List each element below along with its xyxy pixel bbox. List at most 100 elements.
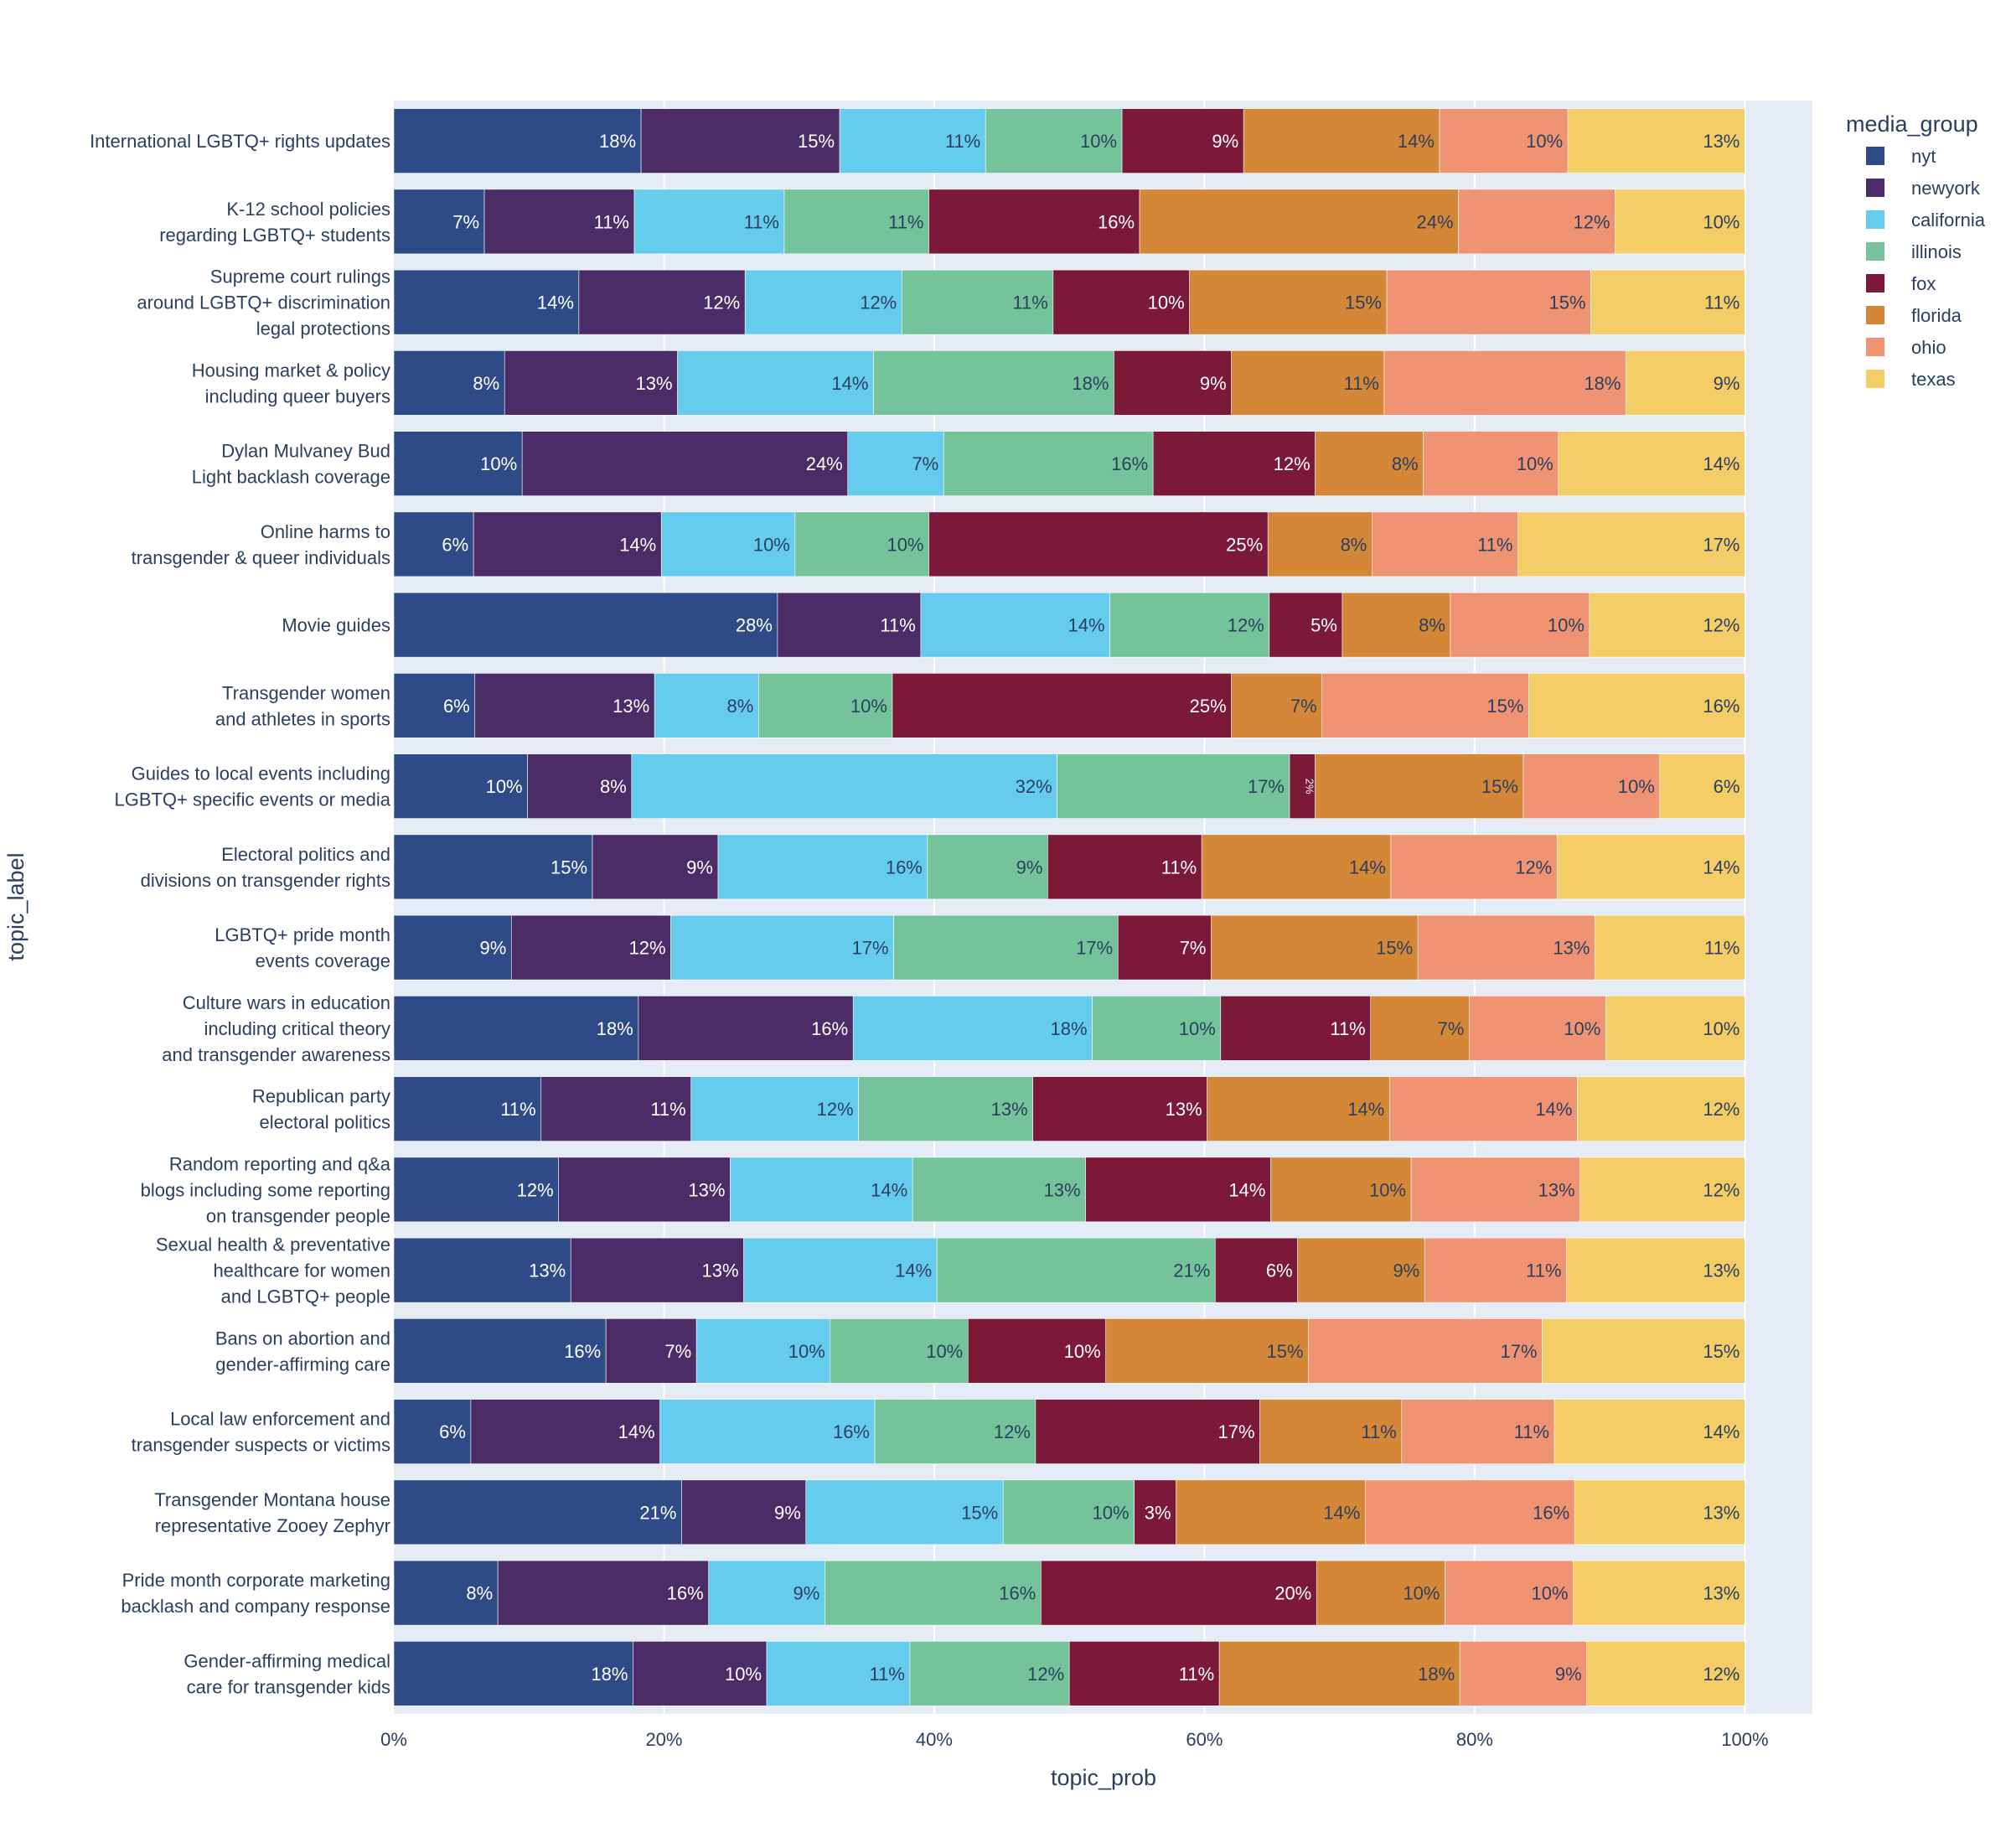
x-tick-label: 100% xyxy=(1721,1729,1768,1750)
data-label-ohio: 13% xyxy=(1538,1179,1575,1200)
data-label-fox: 10% xyxy=(1148,292,1185,313)
bar-segment-california xyxy=(744,269,902,335)
data-label-fox: 11% xyxy=(1161,857,1197,877)
bar-segment-ohio xyxy=(1450,592,1590,658)
bar-segment-ohio xyxy=(1458,189,1616,255)
data-label-ohio: 11% xyxy=(1514,1421,1549,1442)
data-label-florida: 11% xyxy=(1343,373,1378,394)
bar-segment-texas xyxy=(1579,1157,1745,1223)
bar-segment-newyork xyxy=(605,1318,697,1384)
data-label-fox: 20% xyxy=(1274,1583,1311,1604)
data-label-texas: 11% xyxy=(1704,292,1740,313)
bar-segment-california xyxy=(690,1076,859,1141)
data-label-newyork: 11% xyxy=(650,1099,685,1120)
bar-segment-newyork xyxy=(510,914,671,981)
bar-segment-illinois xyxy=(874,1399,1037,1464)
bar-segment-newyork xyxy=(638,996,854,1061)
bar-segment-texas xyxy=(1574,1479,1745,1545)
bar-segment-newyork xyxy=(521,431,849,496)
data-label-fox: 3% xyxy=(1145,1502,1171,1523)
data-label-california: 17% xyxy=(852,938,889,959)
data-label-newyork: 12% xyxy=(703,292,740,313)
data-label-texas: 10% xyxy=(1703,211,1740,232)
y-tick-label: Online harms to transgender & queer indiv… xyxy=(132,521,390,568)
data-label-illinois: 17% xyxy=(1248,776,1285,797)
data-label-illinois: 11% xyxy=(888,211,923,232)
data-label-ohio: 16% xyxy=(1533,1502,1569,1523)
bar-segment-texas xyxy=(1573,1560,1745,1626)
data-label-florida: 7% xyxy=(1290,696,1317,717)
data-label-texas: 11% xyxy=(1704,938,1740,959)
y-tick-label: Random reporting and q&a blogs including … xyxy=(141,1153,391,1226)
data-label-newyork: 10% xyxy=(725,1664,762,1685)
data-label-nyt: 6% xyxy=(442,534,468,555)
bar-segment-illinois xyxy=(909,1641,1070,1706)
bars xyxy=(393,108,1745,1706)
data-label-fox: 2% xyxy=(1303,779,1316,795)
bar-segment-california xyxy=(670,914,894,981)
bar-segment-newyork xyxy=(473,511,662,577)
data-label-california: 15% xyxy=(961,1502,998,1523)
data-label-california: 8% xyxy=(727,696,754,717)
data-label-illinois: 9% xyxy=(1016,857,1043,877)
data-label-illinois: 12% xyxy=(1228,615,1264,636)
y-tick-label: Supreme court rulings around LGBTQ+ discr… xyxy=(137,267,390,339)
data-label-fox: 9% xyxy=(1212,131,1238,152)
bar-segment-fox xyxy=(1047,834,1202,900)
data-label-ohio: 10% xyxy=(1526,131,1563,152)
bar-segment-ohio xyxy=(1469,996,1606,1061)
legend-label-nyt: nyt xyxy=(1911,146,1936,167)
bar-segment-illinois xyxy=(1002,1479,1135,1545)
y-tick-label: LGBTQ+ pride month events coverage xyxy=(215,924,390,971)
data-label-florida: 15% xyxy=(1267,1341,1304,1362)
data-label-newyork: 13% xyxy=(613,696,649,717)
legend-swatch-ohio xyxy=(1866,338,1884,356)
bar-segment-fox xyxy=(1289,753,1316,819)
data-label-texas: 13% xyxy=(1703,1583,1740,1604)
legend-label-california: california xyxy=(1911,210,1986,230)
y-tick-label: Movie guides xyxy=(282,615,390,636)
data-label-california: 9% xyxy=(794,1583,820,1604)
data-label-florida: 14% xyxy=(1349,857,1386,877)
data-label-newyork: 8% xyxy=(600,776,627,797)
bar-segment-ohio xyxy=(1389,1076,1578,1141)
data-label-illinois: 10% xyxy=(1093,1502,1130,1523)
data-label-newyork: 9% xyxy=(686,857,713,877)
data-label-ohio: 18% xyxy=(1584,373,1621,394)
data-label-newyork: 13% xyxy=(688,1179,725,1200)
data-label-california: 14% xyxy=(1068,615,1105,636)
bar-segment-fox xyxy=(1041,1560,1317,1626)
bar-segment-nyt xyxy=(393,996,639,1061)
y-tick-labels: International LGBTQ+ rights updates K-12 … xyxy=(90,131,391,1697)
bar-segment-illinois xyxy=(927,834,1048,900)
bar-segment-nyt xyxy=(393,1641,633,1706)
data-label-texas: 13% xyxy=(1703,1260,1740,1281)
bar-segment-florida xyxy=(1316,1560,1445,1626)
bar-segment-florida xyxy=(1297,1237,1425,1303)
bar-segment-california xyxy=(660,511,796,577)
bar-segment-fox xyxy=(1114,350,1232,416)
data-label-florida: 7% xyxy=(1438,1018,1465,1039)
data-label-fox: 14% xyxy=(1228,1179,1265,1200)
bar-segment-fox xyxy=(1085,1157,1271,1223)
bar-segment-fox xyxy=(1035,1399,1260,1464)
bar-segment-newyork xyxy=(640,108,840,173)
bar-segment-ohio xyxy=(1386,269,1591,335)
bar-segment-illinois xyxy=(901,269,1054,335)
data-label-nyt: 15% xyxy=(551,857,587,877)
bar-segment-ohio xyxy=(1390,834,1558,900)
data-label-florida: 15% xyxy=(1376,938,1413,959)
x-tick-label: 0% xyxy=(380,1729,407,1750)
y-tick-label: Local law enforcement and transgender sus… xyxy=(132,1409,390,1456)
y-tick-label: K-12 school policies regarding LGBTQ+ stu… xyxy=(159,199,390,246)
y-tick-label: Guides to local events including LGBTQ+ s… xyxy=(114,764,390,810)
data-label-florida: 8% xyxy=(1341,534,1367,555)
legend-label-newyork: newyork xyxy=(1911,178,1981,199)
bar-segment-california xyxy=(805,1479,1004,1545)
bar-segment-fox xyxy=(928,189,1140,255)
bar-segment-florida xyxy=(1315,753,1524,819)
bar-segment-ohio xyxy=(1445,1560,1574,1626)
bar-segment-fox xyxy=(1215,1237,1298,1303)
bar-segment-florida xyxy=(1176,1479,1366,1545)
legend-label-fox: fox xyxy=(1911,273,1936,294)
